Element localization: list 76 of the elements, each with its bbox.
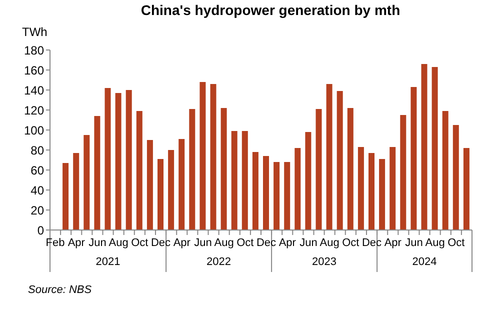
x-tick-label: Aug bbox=[425, 236, 445, 249]
y-tick-label: 180 bbox=[24, 43, 44, 58]
bar bbox=[390, 147, 396, 230]
bar bbox=[104, 88, 111, 230]
bar bbox=[326, 84, 332, 230]
bar bbox=[189, 109, 196, 230]
x-tick-label: Oct bbox=[236, 236, 254, 249]
x-tick-label: Feb bbox=[46, 236, 65, 249]
x-tick-label: Oct bbox=[342, 236, 360, 249]
bar bbox=[242, 131, 248, 230]
bar bbox=[200, 82, 206, 230]
bar bbox=[410, 87, 417, 230]
x-tick-label: Dec bbox=[362, 236, 382, 249]
bar bbox=[400, 115, 406, 230]
x-tick-label: Oct bbox=[131, 236, 148, 249]
bar bbox=[252, 152, 258, 230]
bar bbox=[158, 159, 164, 230]
x-tick-label: Jun bbox=[300, 236, 318, 249]
bar bbox=[73, 153, 80, 230]
y-tick-label: 0 bbox=[37, 223, 44, 238]
text: 2021 bbox=[94, 256, 122, 268]
x-tick-label: Aug bbox=[320, 236, 340, 249]
bar bbox=[284, 162, 290, 230]
bar bbox=[442, 111, 448, 230]
x-tick-label: Jun bbox=[405, 236, 423, 249]
bar bbox=[115, 93, 122, 230]
text: 2023 bbox=[311, 256, 338, 268]
x-tick-label: Apr bbox=[68, 236, 86, 249]
bar bbox=[358, 147, 364, 230]
source-note: Source: NBS bbox=[28, 284, 92, 296]
x-tick-label: Apr bbox=[384, 236, 402, 249]
x-tick-label: Apr bbox=[173, 236, 191, 249]
bar bbox=[146, 140, 153, 230]
chart-title: China's hydropower generation by mth bbox=[140, 2, 402, 18]
bar bbox=[178, 139, 185, 230]
y-tick-label: 40 bbox=[30, 183, 44, 198]
bar bbox=[294, 148, 301, 230]
bar bbox=[231, 131, 238, 230]
bar bbox=[452, 125, 459, 230]
y-tick-label: 100 bbox=[24, 123, 44, 138]
bar bbox=[379, 159, 386, 230]
y-tick-label: 60 bbox=[30, 163, 44, 178]
text: 2024 bbox=[411, 256, 438, 268]
bar bbox=[84, 135, 90, 230]
bar bbox=[316, 109, 322, 230]
bar bbox=[463, 148, 470, 230]
y-tick-label: 160 bbox=[24, 63, 44, 78]
x-tick-label: Aug bbox=[108, 236, 128, 249]
bar bbox=[136, 111, 142, 230]
bar bbox=[263, 156, 269, 230]
bar bbox=[432, 67, 438, 230]
bar bbox=[305, 132, 312, 230]
x-tick-label: Apr bbox=[278, 236, 296, 249]
x-tick-label: Jun bbox=[88, 236, 106, 249]
x-tick-label: Dec bbox=[150, 236, 172, 249]
bar bbox=[421, 64, 428, 230]
x-tick-label: Dec bbox=[256, 236, 277, 249]
bar bbox=[126, 90, 132, 230]
bar bbox=[210, 84, 216, 230]
y-axis-title: TWh bbox=[22, 25, 48, 39]
bar bbox=[336, 91, 343, 230]
y-tick-label: 20 bbox=[30, 203, 44, 218]
x-tick-label: Aug bbox=[214, 236, 234, 249]
bar bbox=[274, 162, 280, 230]
y-tick-label: 140 bbox=[24, 83, 44, 98]
bar bbox=[220, 108, 227, 230]
y-tick-label: 120 bbox=[24, 103, 44, 118]
bar bbox=[347, 108, 354, 230]
bar bbox=[368, 153, 374, 230]
y-tick-label: 80 bbox=[30, 143, 44, 158]
text: 2022 bbox=[206, 256, 232, 268]
x-tick-label: Jun bbox=[194, 236, 212, 249]
x-tick-label: Oct bbox=[448, 236, 465, 249]
bar bbox=[62, 163, 69, 230]
bar bbox=[168, 150, 174, 230]
bar bbox=[94, 116, 100, 230]
